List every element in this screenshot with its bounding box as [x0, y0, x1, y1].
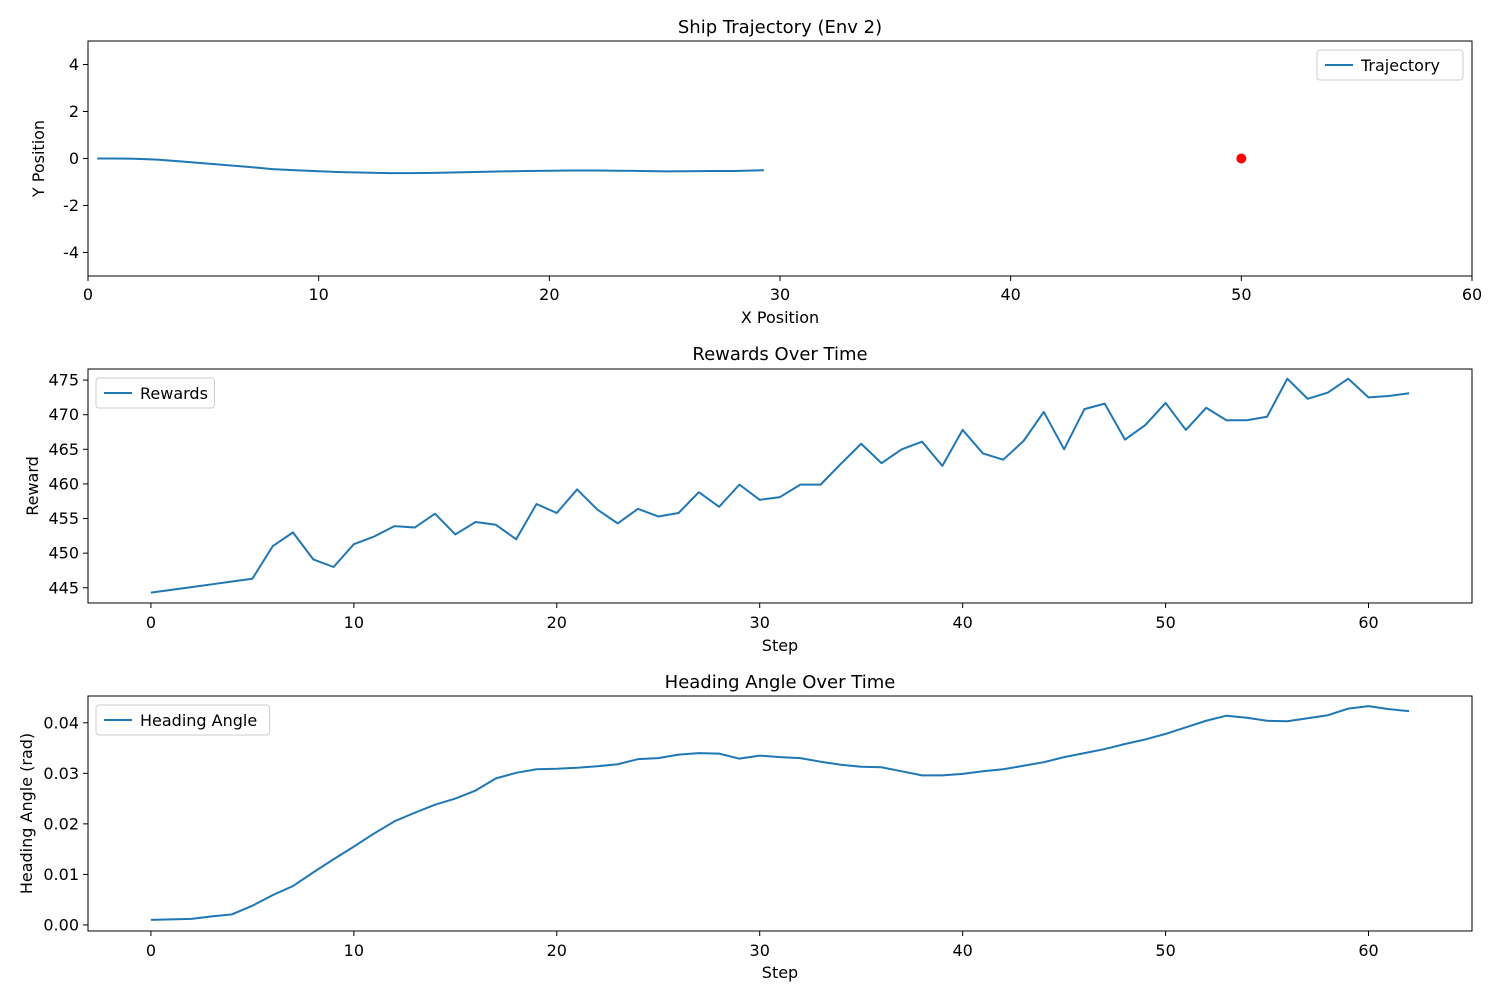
y-axis-label: Y Position — [29, 120, 48, 198]
x-axis-label: X Position — [741, 308, 819, 327]
x-tick-label: 10 — [344, 613, 364, 632]
y-tick-label: 465 — [48, 440, 79, 459]
y-tick-label: 2 — [69, 102, 79, 121]
x-tick-label: 10 — [344, 941, 364, 960]
legend-label: Rewards — [140, 384, 208, 403]
x-tick-label: 0 — [83, 285, 93, 304]
x-tick-label: 20 — [547, 613, 567, 632]
y-tick-label: 0 — [69, 149, 79, 168]
legend: Rewards — [95, 377, 215, 409]
y-tick-label: -2 — [63, 196, 79, 215]
x-tick-label: 20 — [539, 285, 559, 304]
target-marker — [1236, 153, 1247, 164]
y-axis-label: Reward — [23, 456, 42, 516]
y-tick-label: 460 — [48, 474, 79, 493]
y-axis-label: Heading Angle (rad) — [17, 733, 36, 894]
x-tick-label: 50 — [1155, 941, 1175, 960]
chart-panel-3: 0 10 20 30 40 50 60 0.00 0.01 0.02 0.03 0.04 Heading… — [17, 672, 1473, 982]
chart-panel-2: 0 10 20 30 40 50 60 445 450 455 460 465 470 475 Reward… — [23, 344, 1473, 655]
chart-panel-1: 0 10 20 30 40 50 60 -4 -2 0 2 4 Ship Trajectory (Env… — [29, 17, 1482, 327]
legend-box — [95, 377, 215, 409]
x-tick-label: 40 — [1000, 285, 1020, 304]
axes-frame — [87, 695, 1473, 932]
y-tick-label: 0.04 — [43, 713, 79, 732]
y-tick-label: 470 — [48, 405, 79, 424]
x-tick-label: 30 — [750, 941, 770, 960]
legend-label: Trajectory — [1360, 56, 1440, 75]
y-tick-label: 0.00 — [43, 915, 79, 934]
y-tick-label: 4 — [69, 55, 79, 74]
chart-title: Rewards Over Time — [692, 344, 867, 365]
x-tick-label: 30 — [770, 285, 790, 304]
y-tick-label: 475 — [48, 371, 79, 390]
y-tick-label: 455 — [48, 509, 79, 528]
series-line-rewards — [150, 377, 1410, 594]
legend-box — [1316, 49, 1464, 81]
x-tick-label: 30 — [750, 613, 770, 632]
x-tick-label: 50 — [1155, 613, 1175, 632]
x-tick-label: 60 — [1358, 941, 1378, 960]
legend: Trajectory — [1316, 49, 1464, 81]
x-tick-label: 60 — [1462, 285, 1482, 304]
x-tick-label: 20 — [547, 941, 567, 960]
series-line-heading-angle — [150, 705, 1410, 921]
y-tick-label: 0.03 — [43, 764, 79, 783]
x-tick-label: 60 — [1358, 613, 1378, 632]
x-tick-label: 10 — [308, 285, 328, 304]
x-tick-label: 40 — [952, 613, 972, 632]
y-tick-label: 450 — [48, 544, 79, 563]
x-tick-label: 40 — [952, 941, 972, 960]
y-tick-label: 0.01 — [43, 865, 79, 884]
chart-title: Ship Trajectory (Env 2) — [678, 17, 882, 38]
x-tick-label: 0 — [146, 613, 156, 632]
x-axis-label: Step — [762, 636, 798, 655]
y-tick-label: 445 — [48, 578, 79, 597]
y-tick-label: -4 — [63, 243, 79, 262]
series-line-trajectory — [97, 157, 764, 175]
legend: Heading Angle — [95, 704, 271, 736]
x-axis-label: Step — [762, 963, 798, 982]
legend-label: Heading Angle — [140, 711, 257, 730]
x-tick-label: 0 — [146, 941, 156, 960]
chart-title: Heading Angle Over Time — [665, 672, 896, 693]
legend-box — [95, 704, 271, 736]
axes-frame — [87, 368, 1473, 604]
x-tick-label: 50 — [1231, 285, 1251, 304]
y-tick-label: 0.02 — [43, 814, 79, 833]
axes-frame — [87, 40, 1473, 277]
